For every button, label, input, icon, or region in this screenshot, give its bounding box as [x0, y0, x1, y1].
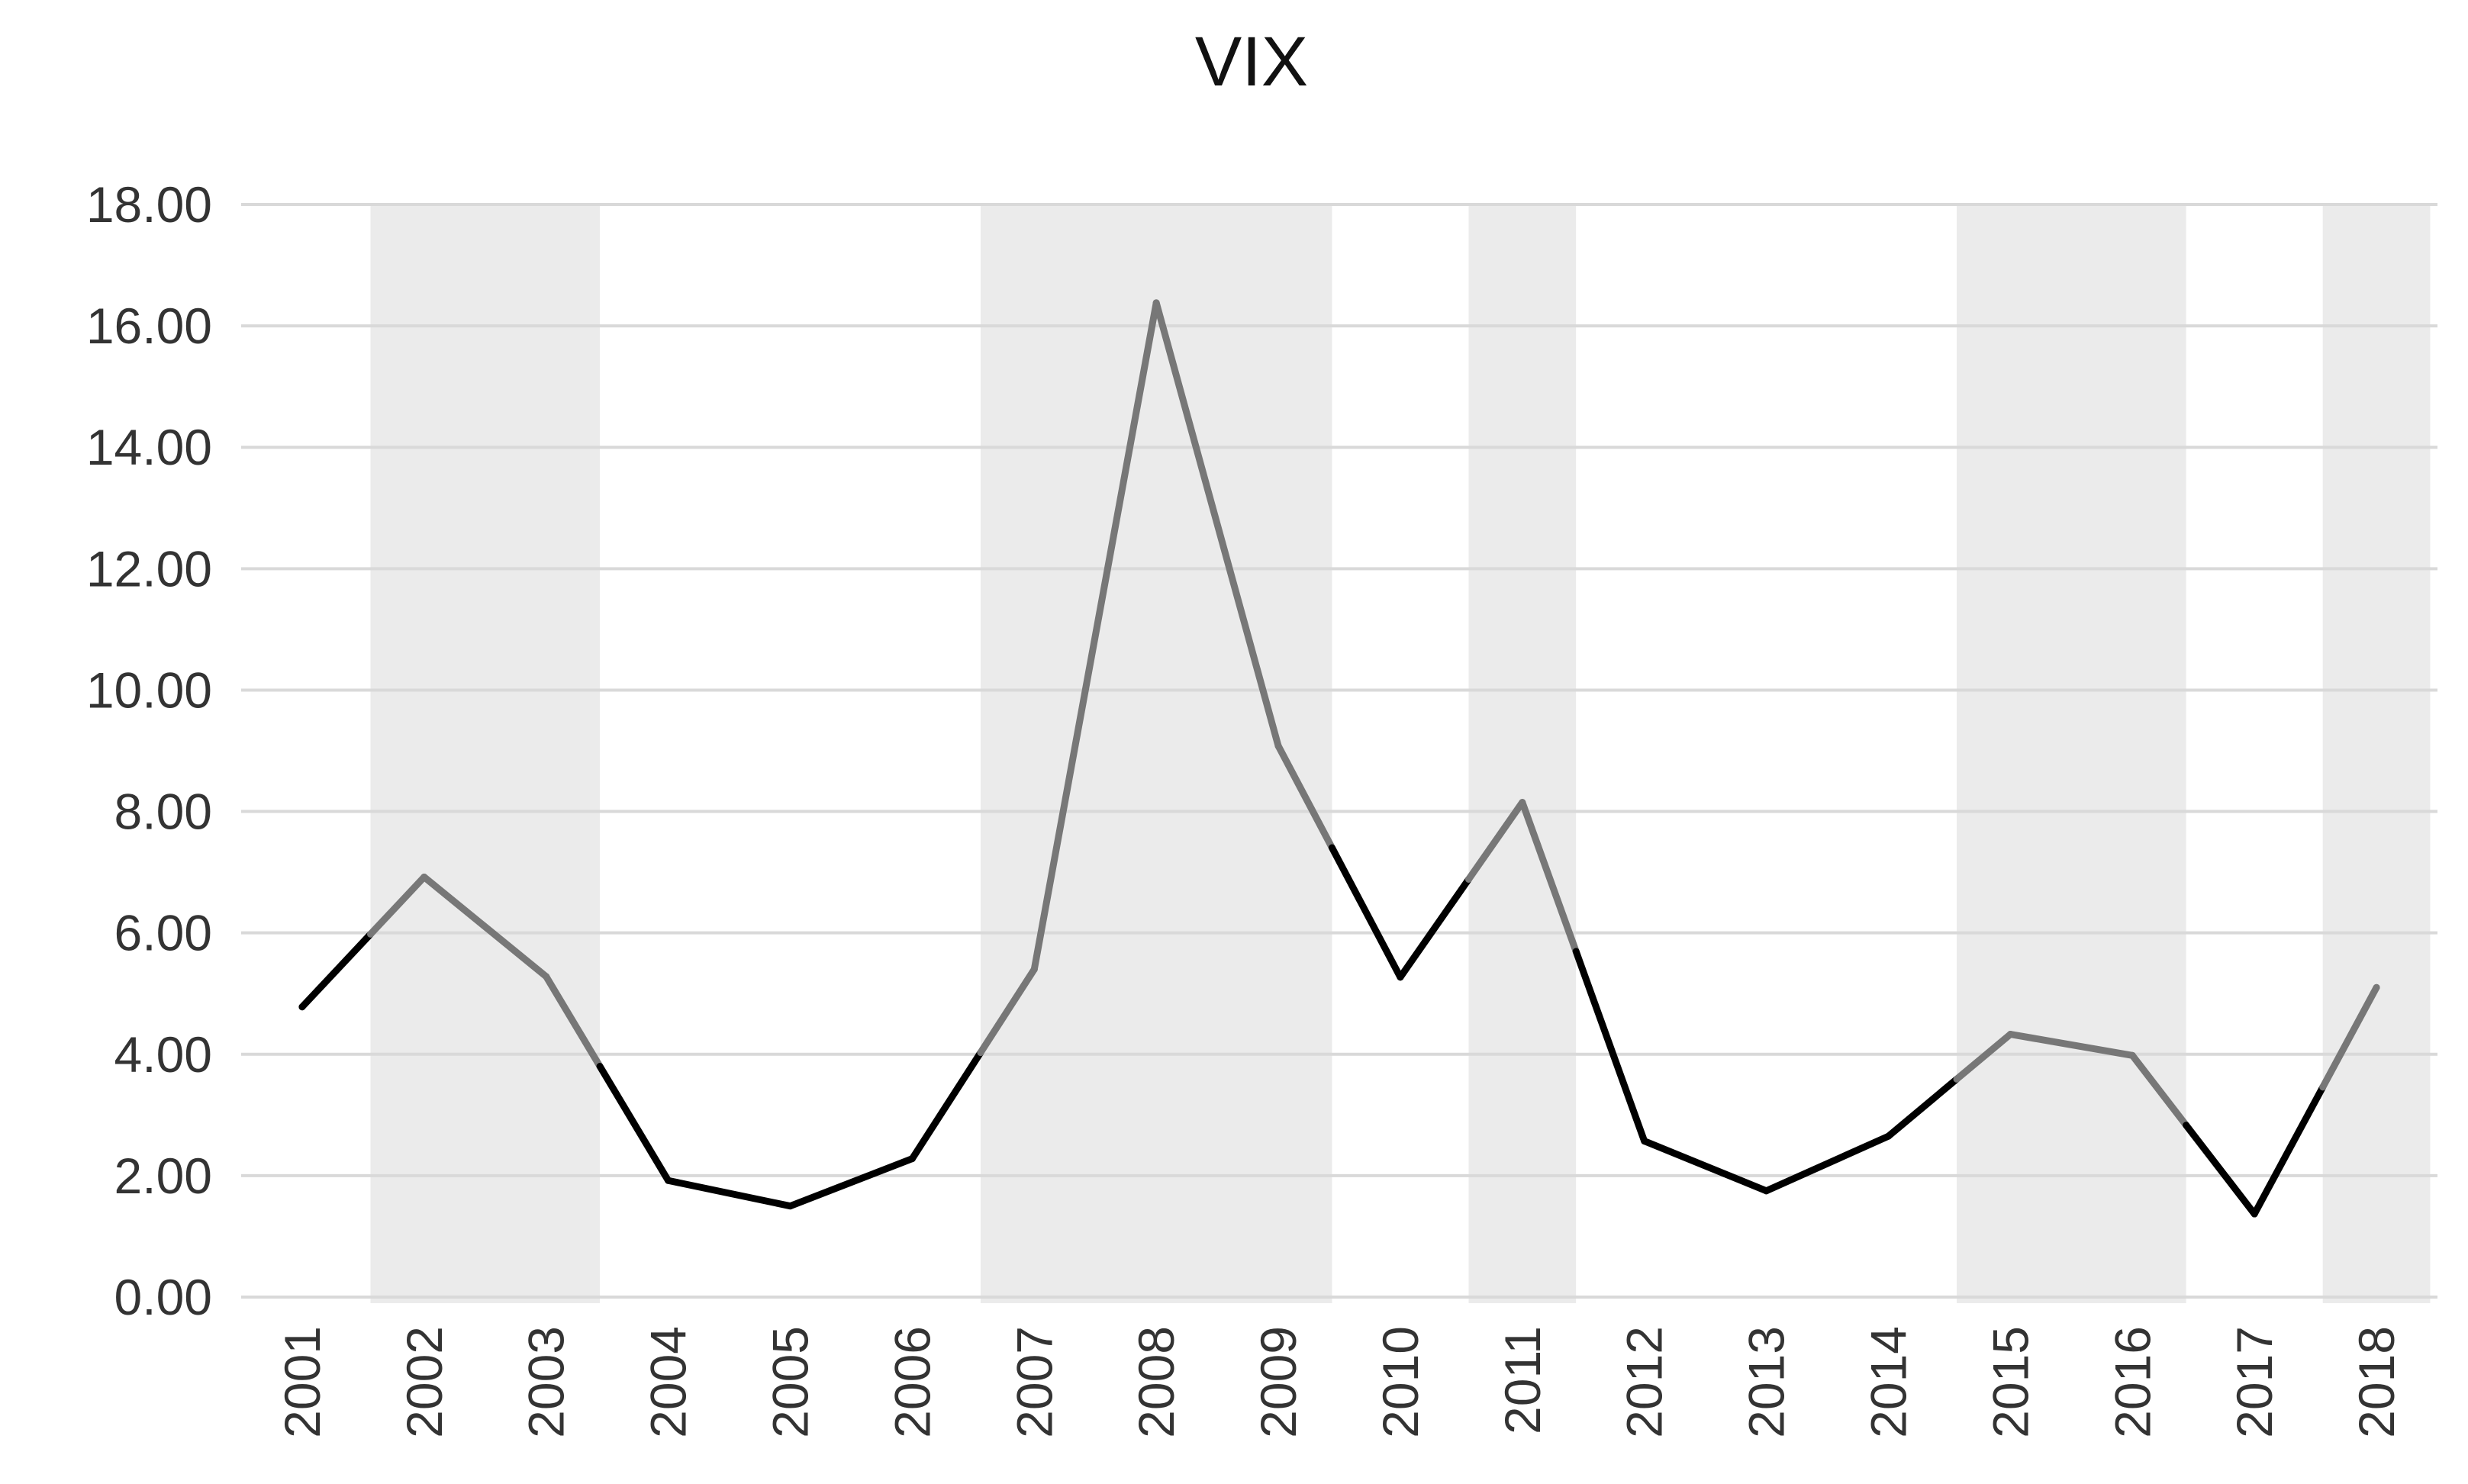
- y-tick-label: 4.00: [114, 1026, 212, 1083]
- line-segment-2005-2006: [787, 1155, 916, 1210]
- x-tick-label: 2018: [2348, 1326, 2405, 1438]
- line-segment-2010-2011: [1397, 875, 1472, 981]
- line-segment-2015-2016: [2006, 1031, 2136, 1059]
- line-segment-2006-2007: [977, 965, 1038, 1057]
- line-segment-2017-2018: [2251, 1083, 2327, 1218]
- data-point-2017: [2251, 1210, 2258, 1218]
- x-tick-label: 2006: [884, 1326, 940, 1438]
- data-point-2003: [543, 973, 550, 980]
- line-segment-2001-2002: [366, 873, 428, 938]
- data-point-2002: [420, 873, 428, 880]
- line-segment-2002-2003: [420, 873, 550, 980]
- shaded-period-2011-2011: [1468, 204, 1577, 1303]
- x-tick-label: 2015: [1982, 1326, 2038, 1438]
- x-tick-label: 2007: [1006, 1326, 1062, 1438]
- data-point-2001: [298, 1003, 306, 1011]
- x-tick-label: 2005: [762, 1326, 819, 1438]
- x-tick-label: 2008: [1128, 1326, 1184, 1438]
- data-point-2010: [1397, 974, 1404, 981]
- line-segment-2012-2013: [1641, 1138, 1770, 1195]
- line-segment-2014-2015: [1885, 1075, 1961, 1140]
- data-point-2009: [1274, 742, 1282, 750]
- x-tick-label: 2003: [518, 1326, 575, 1438]
- line-segment-2001-2002: [298, 930, 374, 1011]
- line-segment-2011-2012: [1519, 799, 1580, 955]
- data-point-2018: [2373, 983, 2380, 991]
- data-point-2013: [1763, 1187, 1770, 1195]
- line-segment-2013-2014: [1763, 1132, 1892, 1195]
- line-segment-2008-2009: [1152, 299, 1282, 750]
- line-segment-2016-2017: [2183, 1122, 2258, 1218]
- line-segment-2003-2004: [596, 1063, 672, 1184]
- y-tick-label: 12.00: [86, 540, 212, 597]
- x-tick-label: 2016: [2104, 1326, 2160, 1438]
- vix-series: [298, 299, 2380, 1218]
- x-tick-label: 2002: [396, 1326, 453, 1438]
- x-tick-label: 2017: [2226, 1326, 2283, 1438]
- data-point-2005: [787, 1202, 794, 1210]
- line-segment-2006-2007: [908, 1049, 984, 1163]
- data-point-2004: [665, 1177, 672, 1184]
- x-tick-label: 2010: [1372, 1326, 1429, 1438]
- line-segment-2003-2004: [543, 973, 604, 1070]
- data-point-2014: [1885, 1132, 1892, 1140]
- shaded-period-2015-2016: [1957, 204, 2186, 1303]
- gridlines: [241, 203, 2437, 1299]
- y-axis-ticks: 0.00 2.00 4.00 6.00 8.00 10.00 12.00 14.00 16.00…: [86, 176, 212, 1325]
- shaded-period-2018-2018: [2322, 204, 2431, 1303]
- x-tick-label: 2012: [1616, 1326, 1673, 1438]
- data-point-2006: [908, 1155, 916, 1163]
- shaded-periods: [370, 204, 2431, 1303]
- y-tick-label: 2.00: [114, 1148, 212, 1204]
- x-tick-label: 2004: [640, 1326, 697, 1438]
- line-segment-2011-2012: [1572, 948, 1648, 1145]
- data-point-2008: [1152, 299, 1160, 307]
- line-segment-2014-2015: [1953, 1031, 2014, 1083]
- y-tick-label: 10.00: [86, 662, 212, 718]
- data-point-2016: [2128, 1051, 2136, 1059]
- y-tick-label: 8.00: [114, 784, 212, 840]
- line-segment-2004-2005: [665, 1177, 794, 1210]
- x-tick-label: 2001: [274, 1326, 330, 1438]
- y-tick-label: 18.00: [86, 176, 212, 233]
- shaded-period-2002-2003: [370, 204, 601, 1303]
- y-tick-label: 14.00: [86, 419, 212, 475]
- shaded-period-2007-2009: [980, 204, 1332, 1303]
- line-segment-2009-2010: [1328, 844, 1404, 981]
- line-segment-2010-2011: [1464, 799, 1526, 883]
- chart-title: VIX: [1195, 23, 1308, 101]
- y-tick-label: 16.00: [86, 298, 212, 354]
- data-point-2011: [1519, 799, 1526, 806]
- line-segment-2017-2018: [2319, 983, 2380, 1091]
- x-tick-label: 2013: [1738, 1326, 1795, 1438]
- x-tick-label: 2009: [1250, 1326, 1306, 1438]
- data-point-2012: [1641, 1138, 1648, 1145]
- line-segment-2009-2010: [1274, 742, 1335, 851]
- x-tick-label: 2014: [1861, 1326, 1917, 1438]
- x-tick-label: 2011: [1494, 1326, 1551, 1434]
- y-tick-label: 6.00: [114, 905, 212, 961]
- x-axis-ticks: 2001 2002 2003 2004 2005 2006 2007 2008 2009 2010…: [274, 1326, 2405, 1438]
- line-segment-2016-2017: [2128, 1051, 2190, 1129]
- data-point-2015: [2006, 1031, 2014, 1038]
- line-segment-2007-2008: [1030, 299, 1160, 973]
- y-tick-label: 0.00: [114, 1269, 212, 1325]
- data-point-2007: [1030, 965, 1038, 973]
